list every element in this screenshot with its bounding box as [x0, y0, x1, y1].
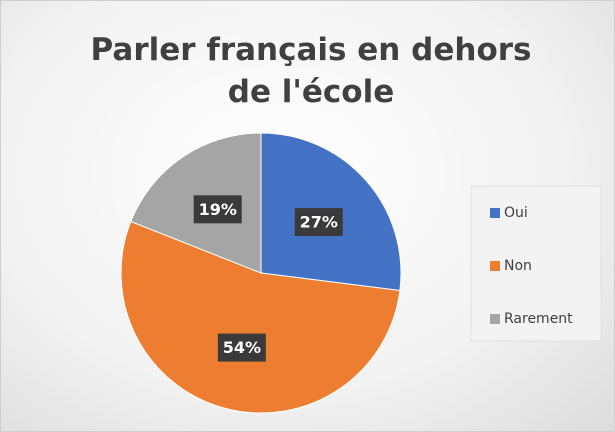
- legend-label: Rarement: [504, 311, 573, 327]
- legend-swatch: [490, 261, 500, 271]
- legend-label: Oui: [504, 205, 528, 221]
- chart-title: Parler français en dehors de l'école: [90, 32, 532, 110]
- data-label: 19%: [199, 200, 237, 219]
- pie-slice: [120, 220, 401, 414]
- legend-swatch: [490, 208, 500, 218]
- data-label-box: [193, 195, 242, 224]
- data-label-box: [294, 208, 343, 237]
- legend-label: Non: [504, 258, 532, 274]
- legend-swatch: [490, 314, 500, 324]
- data-label: 27%: [300, 213, 338, 232]
- data-label-box: [217, 333, 266, 362]
- data-label: 54%: [223, 338, 261, 357]
